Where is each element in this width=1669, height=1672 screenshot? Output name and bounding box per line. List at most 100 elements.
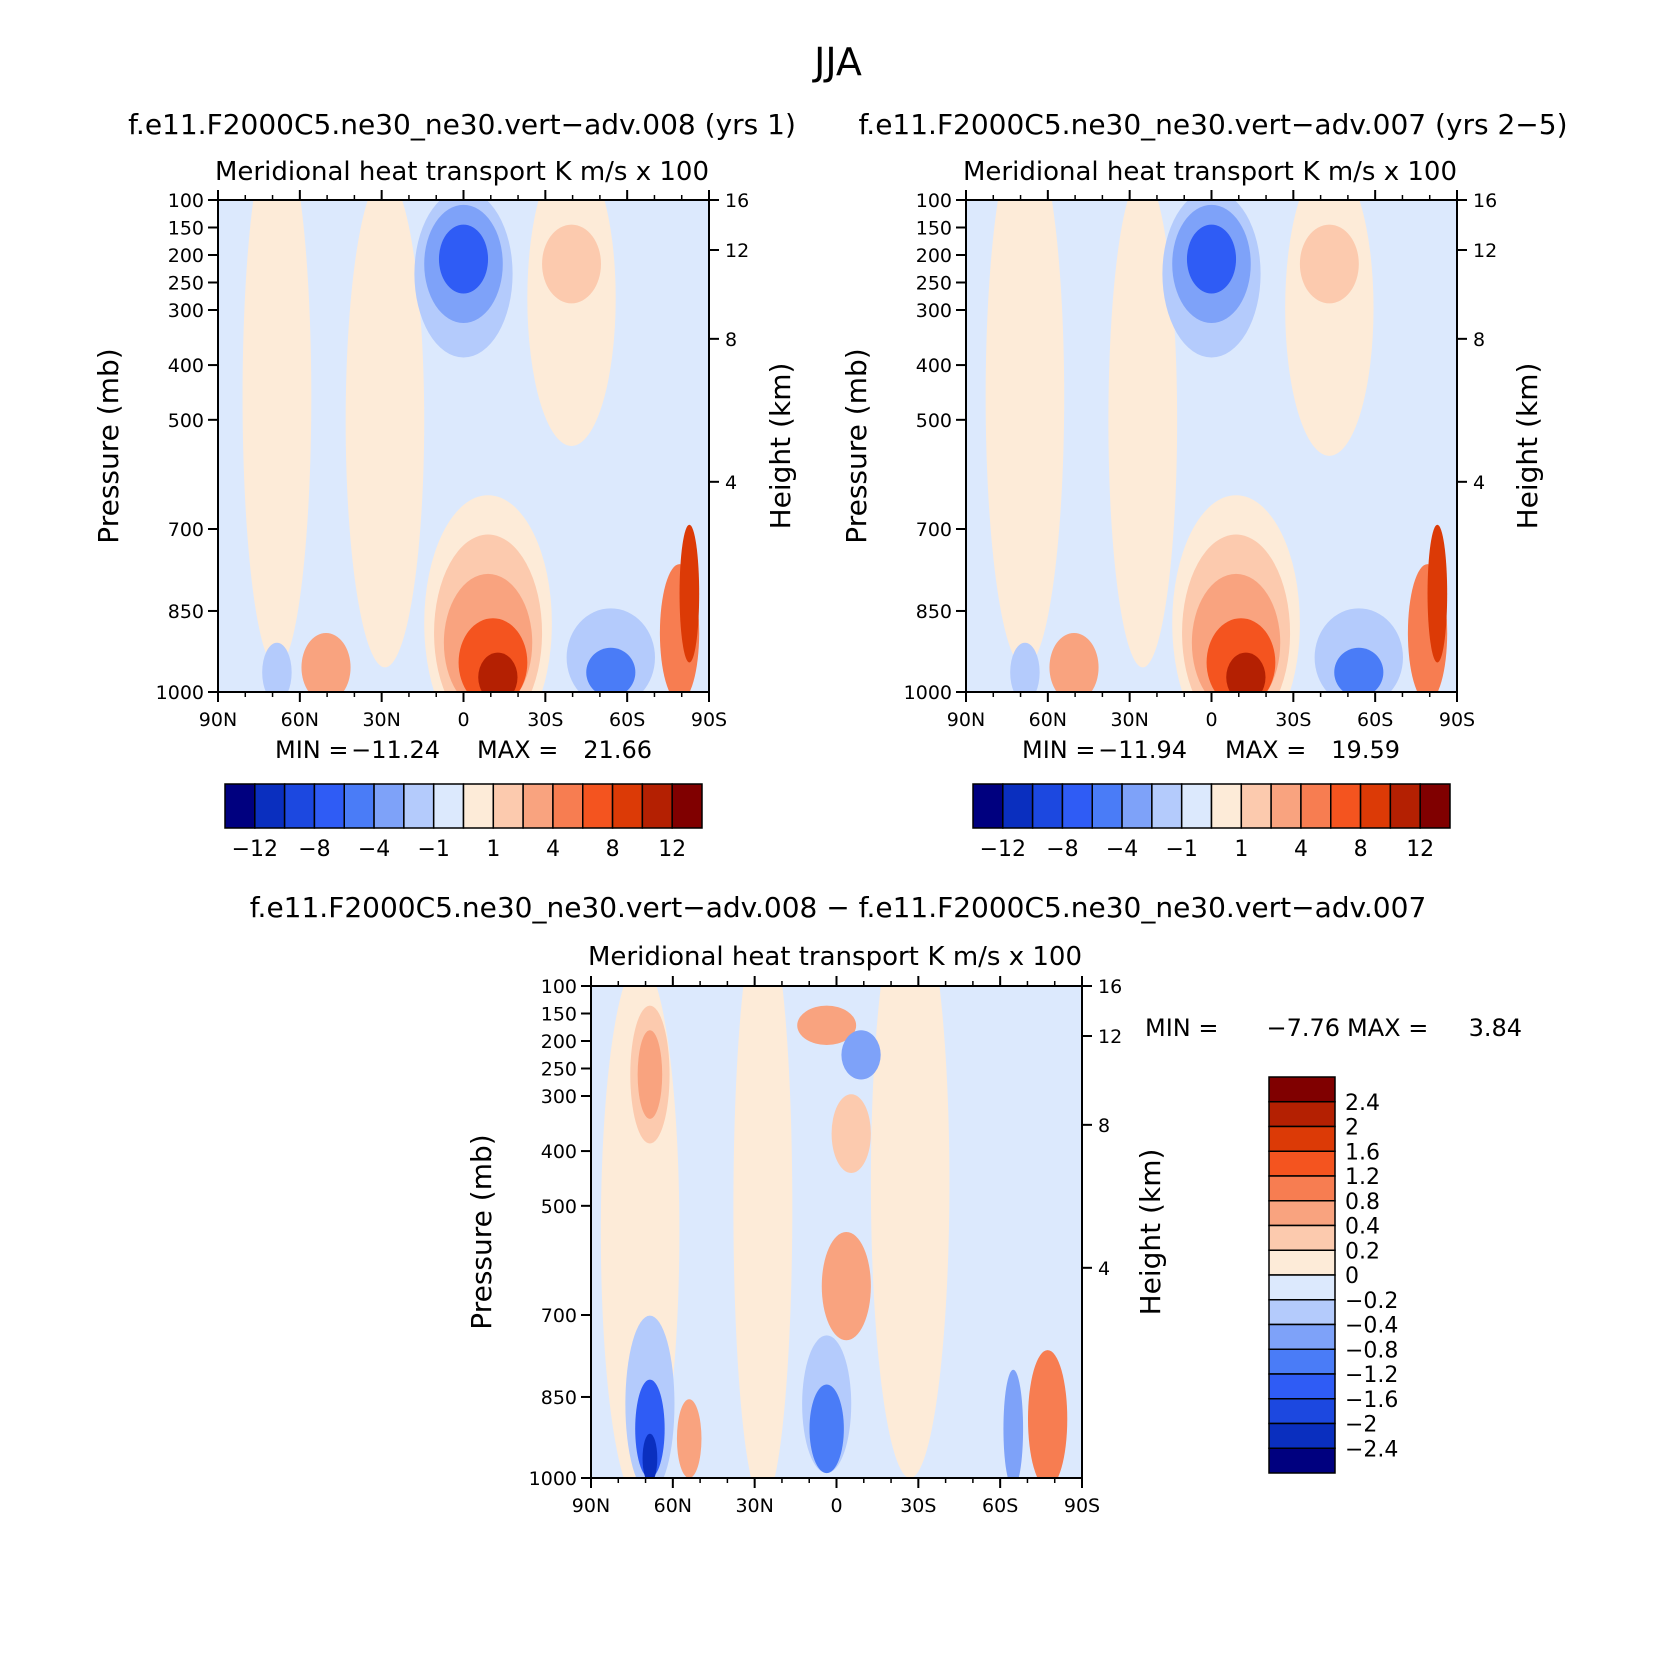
- contour-region: [1334, 647, 1384, 692]
- colorbar-label: 12: [1406, 837, 1434, 862]
- x-tick-label: 30N: [1110, 709, 1148, 731]
- y-tick-label: 250: [541, 1059, 577, 1081]
- contour-region: [438, 224, 489, 294]
- panel-title: f.e11.F2000C5.ne30_ne30.vert−adv.008 (yr…: [128, 108, 796, 141]
- contour-region: [1027, 1350, 1068, 1478]
- x-tick-label: 30N: [362, 709, 400, 731]
- contour-region: [1003, 1369, 1024, 1478]
- y-tick-label: 850: [168, 601, 204, 623]
- y2-tick-label: 12: [725, 240, 749, 262]
- contour-region: [301, 632, 351, 692]
- max-label: MAX =: [477, 736, 558, 764]
- colorbar-swatch: [671, 783, 703, 829]
- colorbar-label: 0: [1345, 1264, 1359, 1289]
- max-label: MAX =: [1347, 1014, 1428, 1042]
- y-tick-label: 500: [541, 1196, 577, 1218]
- colorbar-label: 4: [546, 837, 560, 862]
- contour-region: [262, 642, 292, 692]
- colorbar-label: 2.4: [1345, 1091, 1380, 1116]
- contour-region: [642, 1433, 658, 1478]
- colorbar: 2.421.61.20.80.40.20−0.2−0.4−0.8−1.2−1.6…: [1268, 1076, 1398, 1474]
- contour-region: [1285, 200, 1374, 456]
- contour-region: [1049, 632, 1099, 692]
- contour-region: [1108, 200, 1178, 668]
- colorbar-swatch: [1268, 1249, 1336, 1276]
- colorbar-swatch: [1330, 783, 1362, 829]
- x-tick-label: 60S: [1357, 709, 1393, 731]
- y2-tick-label: 8: [1098, 1115, 1110, 1137]
- y-tick-label: 100: [541, 976, 577, 998]
- colorbar-swatch: [373, 783, 405, 829]
- colorbar-label: −0.2: [1345, 1289, 1398, 1314]
- min-label: MIN =: [1022, 736, 1095, 764]
- panel-model-008: f.e11.F2000C5.ne30_ne30.vert−adv.008 (yr…: [92, 108, 797, 862]
- contour-region: [635, 1379, 665, 1478]
- colorbar-label: 1.2: [1345, 1165, 1380, 1190]
- contour-region: [586, 647, 636, 692]
- min-value: −11.24: [351, 736, 440, 764]
- x-tick-label: 90N: [572, 1495, 610, 1517]
- colorbar-swatch: [1151, 783, 1183, 829]
- y-tick-label: 1000: [529, 1468, 577, 1490]
- contour-region: [679, 524, 700, 663]
- y2-tick-label: 16: [725, 190, 749, 212]
- contour-region: [542, 224, 601, 304]
- y-tick-label: 300: [541, 1086, 577, 1108]
- colorbar-label: −12: [232, 837, 278, 862]
- colorbar-label: −2.4: [1345, 1437, 1398, 1462]
- colorbar-label: −2: [1345, 1413, 1377, 1438]
- figure-title: JJA: [812, 40, 862, 84]
- contour-region: [733, 986, 793, 1478]
- colorbar-swatch: [1268, 1150, 1336, 1177]
- colorbar-swatch: [1300, 783, 1332, 829]
- colorbar-swatch: [343, 783, 375, 829]
- colorbar-swatch: [582, 783, 614, 829]
- y-axis-label: Pressure (mb): [840, 348, 873, 543]
- colorbar-label: −4: [358, 837, 390, 862]
- y-tick-label: 700: [168, 519, 204, 541]
- x-tick-label: 30S: [1275, 709, 1311, 731]
- panel-subtitle-right: K m/s x 100: [928, 942, 1083, 972]
- y-tick-label: 100: [916, 190, 952, 212]
- panel-subtitle-left: Meridional heat transport: [215, 157, 546, 187]
- colorbar-swatch: [552, 783, 584, 829]
- contour-region: [870, 986, 950, 1478]
- colorbar-swatch: [1268, 1422, 1336, 1449]
- y-tick-label: 500: [168, 410, 204, 432]
- x-tick-label: 60S: [982, 1495, 1018, 1517]
- colorbar-label: −0.8: [1345, 1338, 1398, 1363]
- colorbar-swatch: [1270, 783, 1302, 829]
- panel-model-007: f.e11.F2000C5.ne30_ne30.vert−adv.007 (yr…: [840, 108, 1568, 862]
- colorbar-swatch: [1268, 1200, 1336, 1227]
- contour-region: [821, 1232, 871, 1341]
- panel-subtitle-right: K m/s x 100: [1303, 157, 1458, 187]
- x-tick-label: 60N: [1029, 709, 1067, 731]
- y-tick-label: 300: [168, 300, 204, 322]
- colorbar-swatch: [1268, 1101, 1336, 1128]
- y-tick-label: 1000: [904, 682, 952, 704]
- min-value: −11.94: [1098, 736, 1187, 764]
- contour-field: [591, 986, 1082, 1478]
- y-tick-label: 150: [541, 1004, 577, 1026]
- colorbar-label: −4: [1106, 837, 1138, 862]
- colorbar-swatch: [1268, 1348, 1336, 1375]
- y2-tick-label: 8: [725, 329, 737, 351]
- colorbar-label: −8: [298, 837, 330, 862]
- x-tick-label: 60N: [281, 709, 319, 731]
- colorbar-label: −1.6: [1345, 1388, 1398, 1413]
- y2-tick-label: 16: [1098, 976, 1122, 998]
- contour-region: [1226, 652, 1266, 692]
- y-tick-label: 250: [168, 273, 204, 295]
- y-tick-label: 200: [916, 245, 952, 267]
- colorbar-label: 4: [1294, 837, 1308, 862]
- contour-region: [478, 652, 518, 692]
- y2-axis-label: Height (km): [764, 363, 797, 530]
- panel-title: f.e11.F2000C5.ne30_ne30.vert−adv.008 − f…: [250, 891, 1427, 924]
- colorbar-swatch: [1268, 1175, 1336, 1202]
- x-tick-label: 60N: [654, 1495, 692, 1517]
- colorbar-swatch: [1210, 783, 1243, 829]
- contour-region: [841, 1030, 881, 1080]
- max-value: 19.59: [1331, 736, 1400, 764]
- contour-field: [218, 200, 709, 692]
- colorbar-label: −1: [417, 837, 449, 862]
